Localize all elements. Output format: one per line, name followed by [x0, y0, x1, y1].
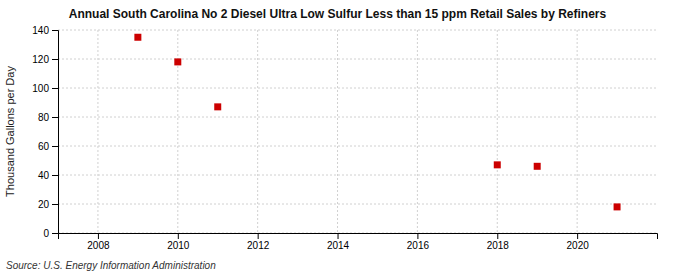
- tick-mark: [178, 233, 179, 239]
- point: [494, 161, 501, 168]
- tick-mark: [52, 59, 58, 60]
- grid-line: [58, 30, 657, 31]
- tick-label: 2020: [567, 240, 590, 251]
- tick: 0: [43, 228, 58, 239]
- tick-mark: [417, 233, 418, 239]
- tick: 2014: [327, 233, 350, 251]
- tick-label: 100: [32, 83, 49, 94]
- y-axis: 0 20 40 60 80 100 120 140: [32, 25, 58, 239]
- tick: 2020: [567, 233, 590, 251]
- tick: 2016: [407, 233, 430, 251]
- tick-label: 2012: [247, 240, 270, 251]
- tick: 20: [38, 199, 58, 210]
- tick-label: 2014: [327, 240, 350, 251]
- point: [174, 58, 181, 65]
- tick-label: 0: [43, 228, 49, 239]
- tick: 2012: [247, 233, 270, 251]
- tick: 2018: [487, 233, 510, 251]
- source: Source: U.S. Energy Information Administ…: [6, 260, 216, 271]
- tick-label: 80: [38, 112, 50, 123]
- tick: 60: [38, 141, 58, 152]
- tick-label: 40: [38, 170, 50, 181]
- tick-mark: [98, 233, 99, 239]
- tick-mark: [52, 233, 58, 234]
- tick-label: 2010: [167, 240, 190, 251]
- axis-line: [52, 31, 59, 234]
- tick-label: 140: [32, 25, 49, 36]
- chart: 2008 2010 2012 2014 2016 2018 2020 0 20 40 60 80 100…: [0, 0, 675, 275]
- tick-label: 2018: [487, 240, 510, 251]
- grid: [58, 30, 657, 233]
- tick: 2010: [167, 233, 190, 251]
- tick-label: 20: [38, 199, 50, 210]
- grid-line: [58, 175, 657, 176]
- tick-mark: [577, 233, 578, 239]
- tick-mark: [52, 204, 58, 205]
- grid-line: [417, 30, 418, 233]
- tick: 120: [32, 54, 58, 65]
- tick: 40: [38, 170, 58, 181]
- grid-line: [497, 30, 498, 233]
- tick-label: 120: [32, 54, 49, 65]
- point: [214, 103, 221, 110]
- tick-mark: [52, 175, 58, 176]
- plot-area: 2008 2010 2012 2014 2016 2018 2020 0 20 40 60 80 100…: [32, 25, 657, 251]
- grid-line: [257, 30, 258, 233]
- grid-line: [58, 146, 657, 147]
- tick-label: 60: [38, 141, 50, 152]
- grid-line: [577, 30, 578, 233]
- tick-mark: [497, 233, 498, 239]
- tick-mark: [338, 233, 339, 239]
- tick-mark: [52, 117, 58, 118]
- title: Annual South Carolina No 2 Diesel Ultra …: [69, 7, 607, 21]
- point: [134, 34, 141, 41]
- tick-mark: [52, 146, 58, 147]
- tick-label: 2008: [87, 240, 110, 251]
- tick: 100: [32, 83, 58, 94]
- y-axis-title: Thousand Gallons per Day: [4, 66, 16, 197]
- tick: 80: [38, 112, 58, 123]
- grid-line: [97, 30, 98, 233]
- tick: 140: [32, 25, 58, 36]
- grid-line: [337, 30, 338, 233]
- tick-mark: [52, 30, 58, 31]
- grid-line: [58, 117, 657, 118]
- tick-label: 2016: [407, 240, 430, 251]
- tick: 2008: [87, 233, 110, 251]
- tick-mark: [258, 233, 259, 239]
- grid-line: [58, 88, 657, 89]
- point: [534, 163, 541, 170]
- grid-line: [58, 59, 657, 60]
- point: [614, 203, 621, 210]
- axis-line: [59, 234, 658, 240]
- points: [134, 34, 620, 211]
- grid-line: [58, 204, 657, 205]
- tick-mark: [52, 88, 58, 89]
- x-axis: 2008 2010 2012 2014 2016 2018 2020: [59, 233, 658, 251]
